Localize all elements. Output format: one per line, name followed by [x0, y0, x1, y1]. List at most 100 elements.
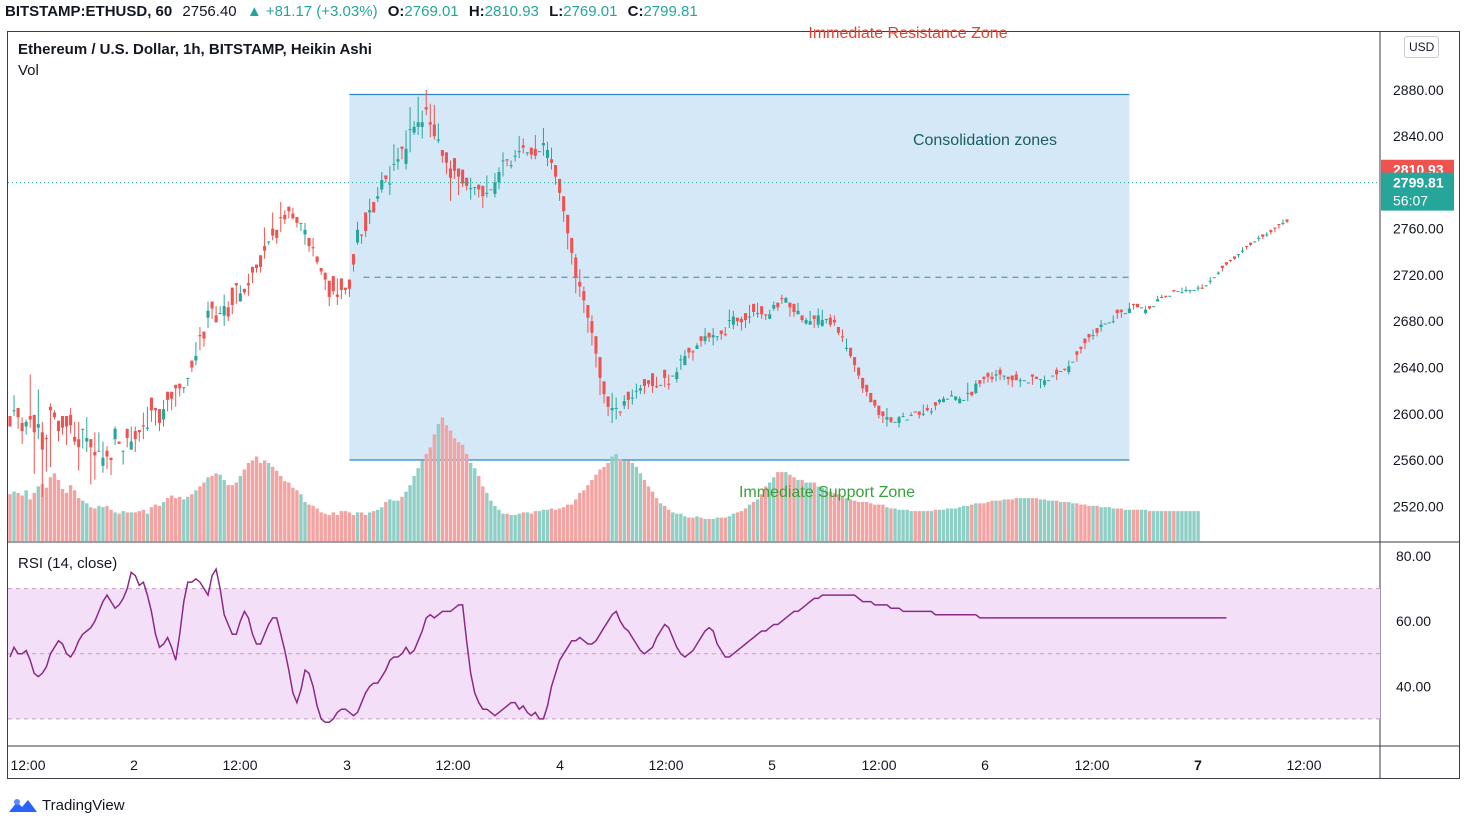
symbol-name[interactable]: BITSTAMP:ETHUSD, 60: [5, 3, 173, 20]
candle-body: [149, 397, 153, 411]
candle-body: [731, 316, 735, 325]
open-value: 2769.01: [404, 3, 459, 20]
candle-body: [1038, 379, 1043, 381]
close-label: C:: [627, 3, 644, 20]
volume-bar: [658, 503, 663, 541]
volume-bar: [210, 476, 214, 541]
candle-body: [287, 206, 291, 212]
candle-body: [1103, 323, 1107, 325]
candle-body: [416, 122, 420, 127]
volume-bar: [840, 496, 845, 541]
rsi-legend[interactable]: RSI (14, close): [18, 555, 118, 572]
candle-body: [1067, 366, 1071, 373]
volume-bar: [359, 512, 364, 541]
tradingview-brand[interactable]: TradingView: [8, 794, 125, 816]
candle-body: [723, 333, 727, 336]
candle-body: [113, 428, 117, 440]
candle-body: [1123, 313, 1127, 315]
candle-body: [230, 287, 234, 306]
candle-body: [954, 396, 958, 400]
chart-frame: [7, 31, 1460, 779]
candle-body: [897, 417, 901, 424]
volume-bar: [994, 500, 998, 541]
candle-body: [1156, 299, 1160, 302]
time-axis-tick: 7: [1194, 757, 1202, 773]
candle-body: [1196, 287, 1200, 289]
volume-bar: [598, 469, 602, 541]
volume-bar: [525, 512, 529, 541]
candle-body: [1220, 265, 1224, 268]
candle-body: [772, 305, 776, 309]
volume-bar: [933, 509, 938, 541]
candle-body: [1042, 380, 1047, 385]
volume-bar: [1067, 502, 1071, 541]
currency-button[interactable]: USD: [1404, 36, 1440, 58]
candle-body: [1245, 246, 1249, 248]
volume-bar: [780, 472, 784, 541]
candle-body: [816, 315, 820, 325]
volume-bar: [182, 499, 186, 541]
volume-bar: [194, 490, 198, 541]
volume-bar: [844, 498, 849, 541]
candle-body: [566, 214, 570, 234]
candle-body: [638, 388, 642, 391]
volume-bar: [1054, 500, 1059, 541]
volume-bar: [622, 460, 626, 541]
candle-body: [1051, 375, 1055, 377]
candle-body: [56, 420, 61, 432]
volume-bar: [650, 491, 655, 541]
candle-body: [1176, 291, 1180, 293]
candle-body: [489, 189, 493, 191]
volume-bar: [735, 512, 740, 541]
candle-body: [283, 214, 287, 220]
volume-bar: [222, 479, 226, 541]
candle-body: [93, 451, 97, 456]
candle-body: [384, 175, 388, 179]
candle-body: [966, 392, 970, 394]
series-title[interactable]: Ethereum / U.S. Dollar, 1h, BITSTAMP, He…: [18, 41, 372, 58]
candle-body: [687, 347, 691, 353]
close-price-text: 2799.81: [1393, 175, 1444, 191]
volume-bar: [715, 517, 719, 541]
volume-bar: [93, 508, 97, 541]
volume-bar: [1192, 511, 1196, 541]
volume-legend[interactable]: Vol: [18, 62, 39, 79]
candle-body: [1241, 250, 1245, 252]
candle-body: [836, 326, 840, 333]
volume-bar: [618, 459, 622, 541]
volume-bar: [1180, 511, 1184, 541]
candle-body: [166, 391, 170, 400]
candle-body: [824, 318, 828, 320]
volume-bar: [557, 508, 562, 541]
volume-bar: [32, 492, 36, 541]
volume-bar: [590, 479, 594, 541]
candle-body: [129, 441, 133, 450]
volume-bar: [925, 511, 930, 541]
volume-bar: [485, 492, 489, 541]
volume-bar: [642, 479, 647, 541]
volume-bar: [1026, 498, 1031, 541]
open-label: O:: [387, 3, 405, 20]
volume-bar: [634, 466, 639, 541]
volume-bar: [1042, 499, 1047, 541]
volume-bar: [367, 512, 372, 541]
candle-body: [626, 391, 630, 400]
volume-bar: [949, 508, 954, 541]
price-change: ▲ +81.17 (+3.03%): [246, 3, 378, 20]
candle-body: [493, 182, 497, 194]
volume-bar: [909, 511, 913, 541]
volume-bar: [420, 460, 424, 541]
volume-bar: [20, 495, 24, 541]
candle-body: [521, 145, 525, 148]
candle-body: [739, 318, 743, 323]
candle-body: [905, 419, 909, 421]
volume-bar: [703, 518, 707, 541]
candle-body: [44, 438, 48, 440]
candle-body: [877, 405, 881, 415]
volume-bar: [1030, 498, 1035, 541]
volume-bar: [852, 500, 857, 541]
time-axis-tick: 12:00: [435, 757, 470, 773]
candle-body: [622, 401, 626, 406]
price-axis-tick: 2520.00: [1393, 498, 1444, 514]
